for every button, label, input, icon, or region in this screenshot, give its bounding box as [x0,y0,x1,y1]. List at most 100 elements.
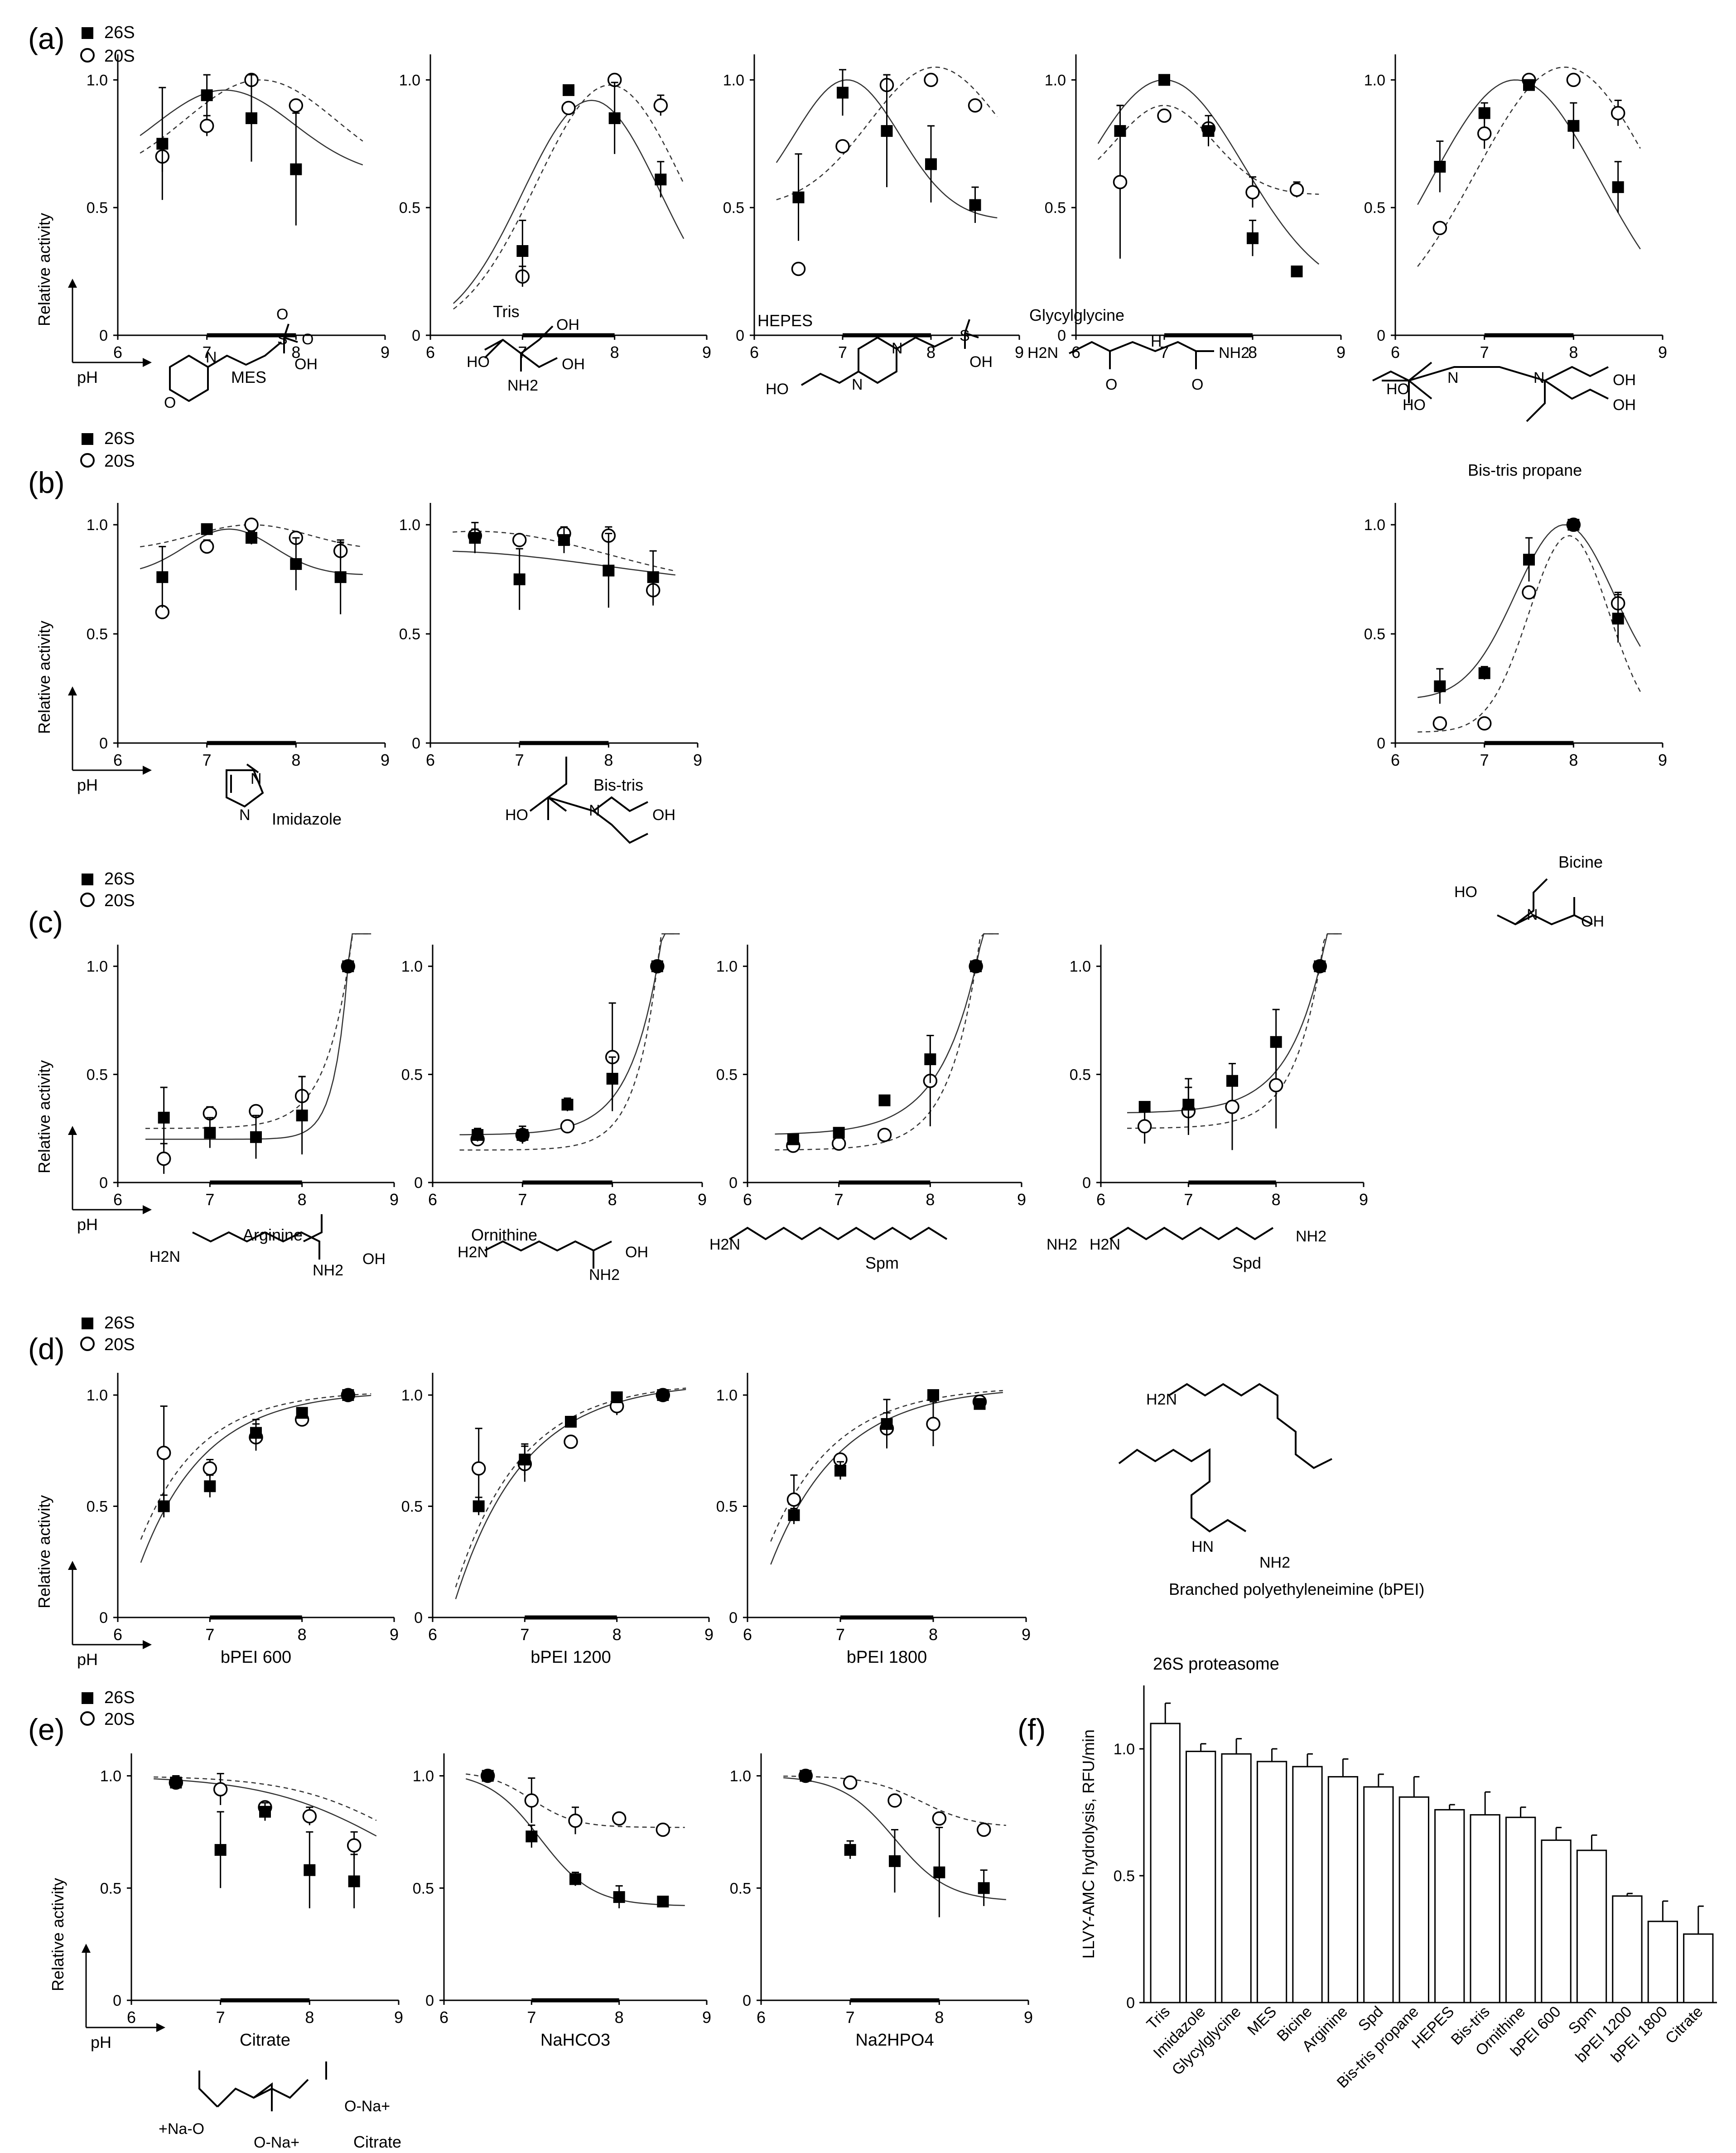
data-point-26s [565,1416,577,1428]
atom-oh: OH [294,356,318,373]
fit-curve-20s [783,1775,1006,1826]
y-tick-label: 0 [99,1174,108,1192]
data-point-26s [1270,1036,1282,1048]
y-tick-label: 0 [412,735,420,752]
data-point-26s [558,534,570,546]
y-tick-label: 0.5 [1070,1066,1091,1083]
structure-arginine [192,1214,323,1260]
data-point-26s [296,1110,308,1122]
data-point-26s [657,1896,669,1907]
x-tick-label: 7 [203,343,212,362]
structure-spd [1109,1226,1274,1241]
atom-oh: OH [652,806,675,824]
atom-ho: HO [1386,381,1409,398]
y-tick-label: 0 [1082,1174,1091,1192]
legend-label-20s: 20S [104,452,135,471]
data-point-26s [246,112,257,124]
y-tick-label: 1.0 [87,517,108,534]
chart-spm: 6 7 8 9 0 0.5 1.0 [716,933,1026,1209]
legend-marker-26s [82,874,93,885]
bar [1647,1921,1678,2003]
legend-marker-20s [80,1711,95,1726]
atom-na: +Na-O [159,2120,204,2138]
data-point-26s [788,1509,800,1521]
arrow-head [143,1640,152,1649]
data-point-26s [1314,960,1326,972]
data-point-26s [170,1776,182,1789]
legend-b: 26S 20S [80,429,135,471]
data-point-26s [526,1830,538,1843]
data-point-26s [613,1891,625,1903]
y-tick-label: 0 [425,1992,434,2009]
x-tick-label: 8 [608,1190,617,1209]
data-point-26s [969,199,981,211]
y-tick-label: 1.0 [399,72,420,89]
y-tick-label: 1.0 [1364,517,1385,534]
x-tick-label: 9 [704,1625,714,1644]
legend-a: 26S 20S [80,23,135,66]
structure-mes [169,323,298,402]
legend-marker-26s [82,1318,93,1329]
atom-nh2: NH2 [589,1266,620,1284]
data-point-26s [1478,107,1490,119]
arrow-head [143,1205,152,1214]
atom-s: S [960,327,970,344]
x-tick-label: 7 [216,2008,225,2027]
data-point-26s [469,532,481,544]
data-point-20s [1611,106,1625,121]
data-point-26s [482,1770,494,1782]
atom-oh: OH [556,316,579,333]
data-point-20s [924,72,938,87]
panel-label-b: (b) [28,466,65,499]
data-point-26s [844,1844,856,1856]
arrow-head [68,1126,77,1135]
mes-label: MES [231,368,266,386]
x-tick-label: 6 [113,343,122,362]
structure-ornithine [484,1240,612,1269]
x-tick-label: 6 [426,751,435,769]
atom-o-na: O-Na+ [344,2098,390,2115]
fit-curve-20s [453,84,685,310]
x-tick-label: 9 [1015,343,1024,362]
y-tick-label: 0 [743,1992,751,2009]
x-tick-label: 6 [1391,751,1400,769]
y-tick-label: 0.5 [100,1880,121,1897]
x-tick-label: 9 [381,751,390,769]
bar [1150,1723,1181,2003]
x-tick-label: 8 [1272,1190,1281,1209]
chart-bpei-1800: 6 7 8 9 0 0.5 1.0 bPEI 1800 [716,1373,1031,1667]
data-point-26s [606,1072,618,1085]
data-point-20s [568,1813,583,1828]
data-point-26s [608,112,621,124]
ph-label: pH [77,1215,98,1234]
chart-bpei-1200: 6 7 8 9 0 0.5 1.0 bPEI 1200 [401,1373,714,1667]
data-point-26s [250,1131,262,1143]
fit-curve-20s [453,531,676,572]
data-point-20s [199,539,214,554]
y-tick-label: 0 [412,327,420,344]
y-axis-title: Relative activity [35,1495,53,1608]
atom-h2n: H2N [1146,1391,1177,1408]
data-point-20s [877,1128,892,1142]
panel-label-c: (c) [28,905,63,939]
x-tick-label: 8 [305,2008,314,2027]
atom-oh: OH [562,356,585,373]
data-point-20s [213,1782,228,1797]
bar [1327,1776,1359,2003]
data-point-20s [156,1445,171,1460]
data-point-26s [204,1127,216,1139]
ornithine-label: Ornithine [471,1226,537,1244]
fit-curve-20s [145,933,371,1129]
legend-label-26s: 26S [104,23,135,42]
ph-label: pH [77,368,98,386]
data-point-26s [655,174,667,186]
atom-n: N [206,349,217,366]
data-point-26s [304,1864,316,1876]
bar [1541,1839,1572,2003]
data-point-26s [259,1805,271,1818]
legend-label-26s: 26S [104,869,135,888]
x-tick-label: 9 [390,1190,399,1209]
atom-n: N [892,340,903,357]
data-point-20s [1432,716,1447,731]
data-point-26s [513,573,526,585]
